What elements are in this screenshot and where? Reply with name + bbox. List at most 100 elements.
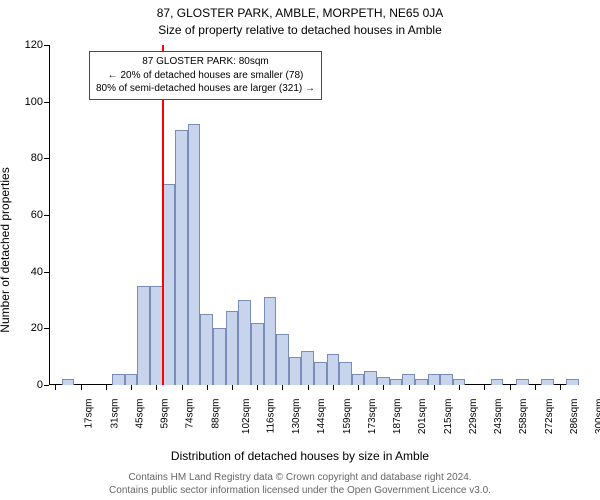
footer-copyright: Contains HM Land Registry data © Crown c… [0,472,600,483]
y-tick-label: 120 [13,39,43,51]
y-tick-label: 80 [13,152,43,164]
y-tick-mark [44,385,49,386]
x-tick-label: 215sqm [443,399,454,435]
histogram-bar [339,362,352,385]
x-tick-mark [207,385,208,390]
histogram-bar [62,379,75,385]
x-tick-mark [459,385,460,390]
x-tick-label: 229sqm [468,399,479,435]
annotation-line-3: 80% of semi-detached houses are larger (… [96,82,315,96]
x-tick-mark [232,385,233,390]
histogram-bar [364,371,377,385]
x-tick-mark [333,385,334,390]
x-tick-label: 59sqm [160,399,171,429]
plot-area: 02040608010012017sqm31sqm45sqm59sqm74sqm… [49,45,579,385]
x-tick-mark [257,385,258,390]
x-tick-label: 144sqm [317,399,328,435]
x-tick-label: 258sqm [518,399,529,435]
x-tick-mark [131,385,132,390]
histogram-bar [175,130,188,385]
x-tick-label: 300sqm [594,399,600,435]
histogram-bar [137,286,150,385]
x-tick-label: 74sqm [185,399,196,429]
y-tick-label: 60 [13,209,43,221]
histogram-bar [200,314,213,385]
y-tick-mark [44,102,49,103]
plot-inner: 02040608010012017sqm31sqm45sqm59sqm74sqm… [49,45,579,385]
histogram-bar [415,379,428,385]
histogram-bar [491,379,504,385]
histogram-bar [314,362,327,385]
chart-title-main: 87, GLOSTER PARK, AMBLE, MORPETH, NE65 0… [0,6,600,20]
y-tick-label: 20 [13,322,43,334]
y-tick-mark [44,272,49,273]
y-axis-line [49,45,50,385]
footer-licence: Contains public sector information licen… [0,485,600,496]
histogram-bar [226,311,239,385]
x-tick-label: 159sqm [342,399,353,435]
x-tick-mark [484,385,485,390]
x-tick-mark [182,385,183,390]
x-tick-label: 102sqm [241,399,252,435]
y-axis-label: Number of detached properties [0,150,12,350]
x-tick-mark [282,385,283,390]
histogram-bar [289,357,302,385]
histogram-bar [163,184,176,385]
y-tick-mark [44,45,49,46]
histogram-bar [125,374,138,385]
x-tick-label: 17sqm [84,399,95,429]
y-tick-label: 0 [13,379,43,391]
x-tick-label: 201sqm [417,399,428,435]
x-tick-mark [55,385,56,390]
chart-title-sub: Size of property relative to detached ho… [0,23,600,37]
x-tick-label: 88sqm [210,399,221,429]
histogram-bar [188,124,201,385]
x-tick-label: 286sqm [569,399,580,435]
histogram-bar [440,374,453,385]
x-tick-mark [510,385,511,390]
annotation-line-1: 87 GLOSTER PARK: 80sqm [96,55,315,69]
annotation-line-2: ← 20% of detached houses are smaller (78… [96,69,315,83]
histogram-bar [541,379,554,385]
histogram-bar [238,300,251,385]
x-tick-mark [560,385,561,390]
y-tick-mark [44,328,49,329]
x-tick-mark [358,385,359,390]
histogram-bar [251,323,264,385]
histogram-bar [516,379,529,385]
histogram-bar [377,377,390,386]
histogram-bar [390,379,403,385]
histogram-bar [566,379,579,385]
x-tick-label: 272sqm [544,399,555,435]
y-tick-label: 100 [13,96,43,108]
histogram-bar [213,328,226,385]
x-tick-mark [434,385,435,390]
x-tick-label: 31sqm [109,399,120,429]
histogram-bar [428,374,441,385]
x-tick-label: 45sqm [134,399,145,429]
y-tick-mark [44,158,49,159]
x-tick-mark [106,385,107,390]
histogram-bar [112,374,125,385]
x-tick-mark [535,385,536,390]
x-tick-label: 130sqm [291,399,302,435]
x-tick-mark [409,385,410,390]
x-tick-label: 116sqm [265,399,276,434]
histogram-bar [327,354,340,385]
histogram-bar [276,334,289,385]
histogram-bar [301,351,314,385]
y-tick-mark [44,215,49,216]
histogram-bar [402,374,415,385]
x-axis-label: Distribution of detached houses by size … [0,449,600,463]
histogram-bar [264,297,277,385]
x-tick-mark [81,385,82,390]
x-tick-label: 243sqm [493,399,504,435]
x-tick-mark [308,385,309,390]
y-tick-label: 40 [13,266,43,278]
x-tick-mark [383,385,384,390]
x-tick-label: 173sqm [367,399,378,435]
x-tick-mark [156,385,157,390]
histogram-bar [352,374,365,385]
x-tick-label: 187sqm [392,399,403,435]
annotation-box: 87 GLOSTER PARK: 80sqm← 20% of detached … [89,51,322,100]
